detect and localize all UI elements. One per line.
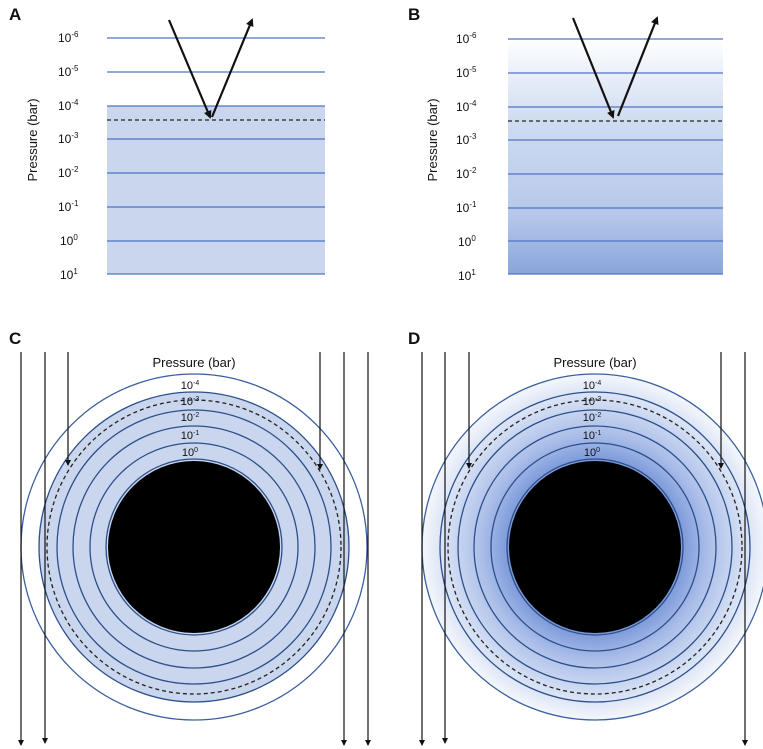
cloud-deck-ring-d	[447, 399, 743, 695]
tick-b-1e0: 100	[458, 234, 476, 249]
ring-c-1e0	[105, 458, 283, 636]
panel-c: C Pressure (bar) 10-4 10-3 10-2 10-1 100	[9, 329, 371, 746]
tick-a-1e-6: 10-6	[58, 30, 79, 45]
ring-c-1e-3	[56, 409, 332, 685]
haze-gradient-b	[508, 38, 723, 274]
tick-b-1e-1: 10-1	[456, 200, 477, 215]
tick-b-1e1: 101	[458, 268, 476, 283]
haze-layer-a	[107, 106, 325, 274]
ring-d-1e0	[506, 458, 684, 636]
ring-d-1e-3	[457, 409, 733, 685]
tick-a-1e0: 100	[60, 233, 78, 248]
ring-d-1e-4	[439, 391, 751, 703]
reflected-ray-b	[616, 16, 659, 117]
reflected-ray-a	[210, 18, 254, 118]
tick-labels-b: 10-6 10-5 10-4 10-3 10-2 10-1 100 101	[456, 31, 477, 283]
tick-b-1e-3: 10-3	[456, 132, 477, 147]
tick-b-1e-2: 10-2	[456, 166, 477, 181]
ring-d-1e-1	[490, 442, 700, 652]
tick-a-1e1: 101	[60, 267, 78, 282]
panel-label-a: A	[9, 5, 21, 24]
ring-label-d-1e-2: 10-2	[583, 412, 602, 424]
panel-a: A Pressure (bar) 10-6 10-5 10-4 10-3 10-…	[9, 5, 325, 282]
ring-label-c-1e-4: 10-4	[181, 380, 200, 392]
ring-label-c-1e-2: 10-2	[181, 412, 200, 424]
ring-label-d-1e0: 100	[584, 447, 600, 459]
ring-label-d-1e-1: 10-1	[583, 430, 602, 442]
ring-title-d: Pressure (bar)	[553, 355, 636, 370]
tick-b-1e-5: 10-5	[456, 65, 477, 80]
ring-c-1e-2	[72, 425, 316, 669]
y-axis-label-a: Pressure (bar)	[25, 98, 40, 181]
planet-core-c	[108, 461, 280, 633]
ring-label-c-1e-1: 10-1	[181, 430, 200, 442]
panel-label-d: D	[408, 329, 420, 348]
tick-b-1e-6: 10-6	[456, 31, 477, 46]
incoming-ray-a	[167, 19, 212, 119]
ring-c-1e-1	[89, 442, 299, 652]
planet-core-d	[509, 461, 681, 633]
tick-a-1e-2: 10-2	[58, 165, 79, 180]
tick-b-1e-4: 10-4	[456, 99, 477, 114]
tick-a-1e-5: 10-5	[58, 64, 79, 79]
panel-label-b: B	[408, 5, 420, 24]
panel-d: D Pressure (bar) 10-4 10-3 10-2 10-1 100	[408, 329, 763, 746]
tick-a-1e-1: 10-1	[58, 199, 79, 214]
tick-labels-a: 10-6 10-5 10-4 10-3 10-2 10-1 100 101	[58, 30, 79, 282]
y-axis-label-b: Pressure (bar)	[425, 98, 440, 181]
panel-label-c: C	[9, 329, 21, 348]
incoming-ray-b	[571, 17, 615, 119]
tick-a-1e-4: 10-4	[58, 98, 79, 113]
ring-label-c-1e0: 100	[182, 447, 198, 459]
panel-b: B Pressure (bar) 10-6 10-5 10-4 10-3 10-…	[408, 5, 723, 283]
ring-label-c-1e-3: 10-3	[181, 396, 200, 408]
ring-title-c: Pressure (bar)	[152, 355, 235, 370]
ring-label-d-1e-4: 10-4	[583, 380, 602, 392]
ring-label-d-1e-3: 10-3	[583, 396, 602, 408]
ring-d-1e-2	[473, 425, 717, 669]
tick-a-1e-3: 10-3	[58, 131, 79, 146]
cloud-deck-ring-c	[46, 399, 342, 695]
